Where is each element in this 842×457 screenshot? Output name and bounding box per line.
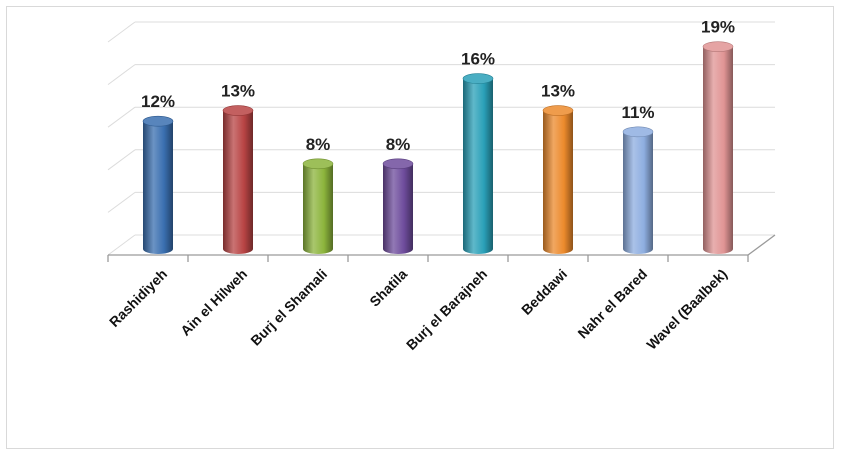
data-label: 13% [221, 82, 255, 101]
bar-burj-el-shamali [302, 158, 334, 254]
bar-top [462, 73, 494, 84]
bar-body [543, 110, 573, 254]
category-label: Beddawi [518, 266, 570, 318]
bar-body [383, 163, 413, 254]
gridline-perspective [107, 21, 136, 43]
bar-ain-el-hilweh [222, 105, 254, 254]
data-label: 8% [386, 135, 411, 154]
gridline-perspective [107, 149, 136, 171]
category-label: Rashidiyeh [106, 266, 170, 330]
bar-top [142, 115, 174, 127]
data-label: 12% [141, 92, 175, 111]
bar-top [222, 105, 254, 116]
bar-rashidiyeh [142, 115, 174, 254]
bar-body [463, 78, 493, 254]
bar-body [303, 163, 333, 254]
bars [142, 41, 734, 255]
bar-body [623, 131, 653, 254]
category-axis [107, 234, 776, 262]
bar-top [382, 158, 414, 170]
category-label: Burj el Shamali [247, 266, 330, 349]
bar-body [223, 110, 253, 254]
gridline-perspective [107, 106, 136, 128]
bar-top [622, 126, 654, 138]
bar-body [143, 121, 173, 254]
bar-nahr-el-bared [622, 126, 654, 254]
category-label: Nahr el Bared [574, 266, 650, 342]
bar-top [542, 105, 574, 116]
grid-lines [107, 21, 775, 256]
gridline-perspective [107, 191, 136, 213]
bar-top [302, 158, 334, 170]
x-axis-depth [747, 234, 776, 256]
bar-shatila [382, 158, 414, 254]
data-label: 16% [461, 50, 495, 69]
value-labels: 12% 13% 8% 8% 16% 13% 11% 19% [141, 18, 735, 154]
category-label: Shatila [366, 266, 410, 310]
bar-beddawi [542, 105, 574, 254]
bar-top [702, 41, 734, 52]
data-label: 13% [541, 82, 575, 101]
bar-burj-el-barajneh [462, 73, 494, 254]
category-label: Ain el Hilweh [177, 266, 250, 339]
gridline-perspective [107, 64, 136, 86]
data-label: 19% [701, 18, 735, 37]
gridline-perspective [107, 234, 136, 256]
bar-wavel-baalbek [702, 41, 734, 255]
category-label: Wavel (Baalbek) [643, 266, 730, 353]
data-label: 8% [306, 135, 331, 154]
bar-body [703, 46, 733, 255]
category-label: Burj el Barajneh [403, 266, 490, 353]
data-label: 11% [621, 103, 654, 122]
